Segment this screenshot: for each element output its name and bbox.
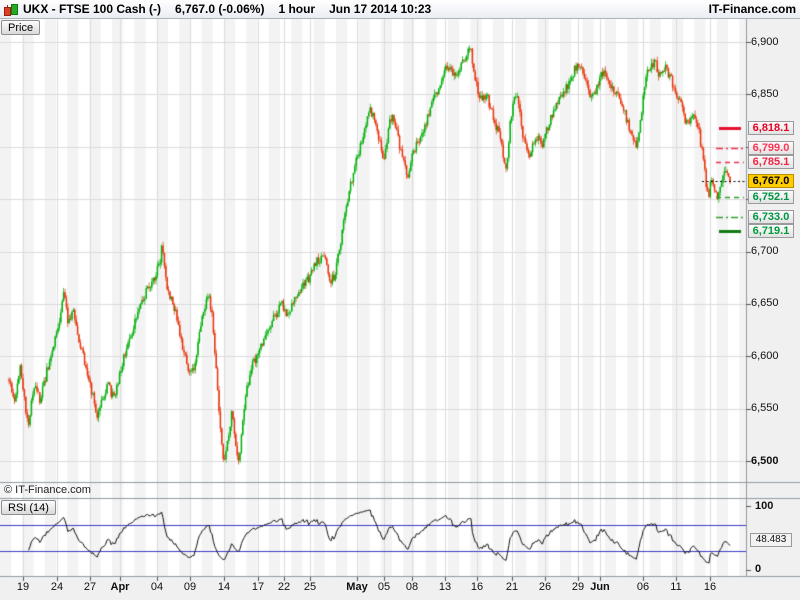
x-axis-label: 25 <box>303 581 317 593</box>
y-axis-label: 6,650 <box>751 297 779 310</box>
x-axis-label: 16 <box>703 581 717 593</box>
last-price: 6,767.0 (-0.06%) <box>175 2 265 16</box>
y-axis-label: 6,500 <box>751 454 779 467</box>
y-axis-label: 6,900 <box>751 35 779 48</box>
x-axis-label: Apr <box>110 581 130 593</box>
pivot-level-label: 6,785.1 <box>748 155 794 170</box>
brand-logo: IT-Finance.com <box>708 2 796 16</box>
x-axis-label: 04 <box>150 581 164 593</box>
x-axis-label: 06 <box>636 581 650 593</box>
x-axis-label: 17 <box>251 581 265 593</box>
rsi-max-label: 100 <box>755 500 774 512</box>
candlestick-icon <box>3 2 19 16</box>
tab-price[interactable]: Price <box>1 20 41 35</box>
tab-rsi[interactable]: RSI (14) <box>1 500 56 515</box>
rsi-min-label: 0 <box>755 563 762 575</box>
x-axis-label: 27 <box>83 581 97 593</box>
x-axis-label: 24 <box>50 581 64 593</box>
x-axis-label: 22 <box>277 581 291 593</box>
current-price-label: 6,767.0 <box>748 174 794 189</box>
y-axis-label: 6,550 <box>751 402 779 415</box>
pivot-level-label: 6,733.0 <box>748 209 794 224</box>
y-axis-label: 6,850 <box>751 87 779 100</box>
datetime: Jun 17 2014 10:23 <box>329 2 432 16</box>
x-axis-label: 09 <box>183 581 197 593</box>
x-axis-label: 21 <box>505 581 519 593</box>
timeframe: 1 hour <box>278 2 316 16</box>
x-axis-label: 19 <box>16 581 30 593</box>
x-axis-label: 16 <box>470 581 484 593</box>
rsi-current-value: 48.483 <box>750 533 792 547</box>
symbol-title: UKX - FTSE 100 Cash (-) <box>23 2 162 16</box>
x-axis-label: 08 <box>405 581 419 593</box>
pivot-level-label: 6,752.1 <box>748 189 794 204</box>
x-axis-label: May <box>346 581 368 593</box>
pivot-level-label: 6,818.1 <box>748 120 794 135</box>
pivot-level-label: 6,799.0 <box>748 140 794 155</box>
x-axis-label: 11 <box>670 581 682 593</box>
title-bar: UKX - FTSE 100 Cash (-) 6,767.0 (-0.06%)… <box>0 0 800 19</box>
x-axis-label: Jun <box>590 581 610 593</box>
x-axis-label: 26 <box>538 581 552 593</box>
y-axis-label: 6,600 <box>751 349 779 362</box>
x-axis-label: 14 <box>217 581 231 593</box>
x-axis-label: 05 <box>377 581 391 593</box>
pivot-level-label: 6,719.1 <box>748 224 794 239</box>
x-axis-label: 13 <box>438 581 452 593</box>
price-change: (-0.06%) <box>218 2 265 16</box>
y-axis-label: 6,700 <box>751 245 779 257</box>
copyright-watermark: © IT-Finance.com <box>4 484 91 496</box>
x-axis-label: 29 <box>571 581 585 593</box>
